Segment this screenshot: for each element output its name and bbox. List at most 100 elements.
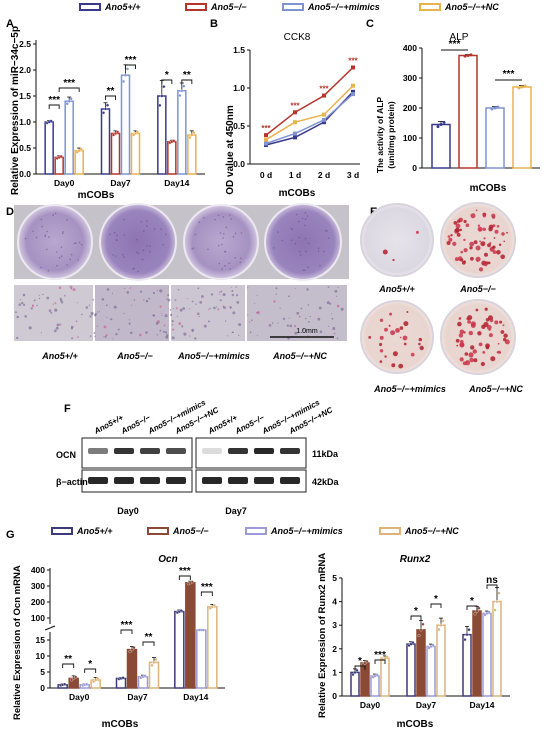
cell-speck [231,290,234,292]
series-line [265,85,354,141]
nodule [389,312,393,316]
cell-speck [223,306,226,309]
data-point [130,648,134,652]
nodule [399,326,404,330]
band-ocn-day0 [88,448,108,454]
cell-speck [128,319,131,321]
bar [130,132,141,175]
cell-speck [167,298,171,302]
nodule [496,225,500,228]
nodule [457,321,462,327]
well-speck [66,219,68,221]
cell-speck [294,331,298,335]
nodule [415,230,419,234]
cell-speck [191,300,194,303]
well-speck [223,233,225,235]
data-point [523,84,527,88]
data-point [121,676,125,680]
nodule [488,224,494,230]
cell-speck [92,298,95,301]
cell-speck [174,299,177,301]
data-point [463,54,467,58]
cell-speck [142,299,145,301]
well-speck [228,262,230,265]
data-point [179,609,183,613]
data-point [67,99,71,103]
bar [462,633,472,697]
well-speck [219,232,222,234]
nodule [483,237,486,240]
cell-speck [336,337,339,340]
d-label-nc: Ano5−/−+NC [272,351,327,361]
well-speck [221,268,223,270]
well-speck [142,249,145,251]
cell-speck [40,332,43,334]
sig-label: *** [121,620,133,631]
cell-speck [181,325,184,328]
cell-speck [42,293,44,296]
well-speck [136,238,138,241]
band-actin-day0 [88,477,108,484]
bar [120,74,131,175]
panel-a-ylabel: Relative Expression of miR−34c−5p [10,26,21,195]
nodule [418,337,422,342]
cell-speck [331,313,333,315]
well-speck [234,257,236,259]
nodule [452,241,457,246]
data-point [113,131,118,135]
well-speck [327,237,330,240]
series-point [322,93,326,98]
well-speck [123,218,125,221]
well-speck [298,236,301,239]
well-speck [225,226,228,229]
nodule [492,246,495,249]
cell-speck [166,298,168,300]
nodule [477,226,483,232]
data-point [123,73,128,77]
cell-speck [271,322,274,324]
cell-speck [75,320,78,323]
well-speck [109,233,111,235]
band-ocn-day0 [140,448,160,454]
sig-bracket [142,641,155,646]
nodule [475,245,481,251]
well-speck [40,266,42,269]
nodule [459,329,465,335]
sig-bracket [120,629,133,634]
well-speck [146,220,148,222]
well-speck [116,239,118,241]
sig-label: *** [374,650,386,661]
well-speck [62,232,64,234]
nodule [463,260,466,263]
well-speck [239,261,242,264]
cell-speck [183,332,187,336]
well-speck [229,214,231,216]
cell-speck [111,292,113,294]
nodule [384,355,387,358]
sig-label: ns [486,575,498,586]
cell-speck [307,304,310,306]
y-tick-label: 200 [31,597,45,607]
bar [482,612,492,697]
cell-speck [52,303,54,305]
cell-speck [105,304,108,307]
bar [350,671,360,697]
lane-label: Ano5−/− [119,413,152,436]
nodule [500,254,506,260]
data-point [355,668,359,672]
nodule [494,320,499,325]
cell-speck [159,289,163,293]
sig-label: *** [179,566,191,577]
cell-speck [77,336,79,338]
cell-speck [46,296,50,300]
panel-c-xlabel: mCOBs [470,183,507,194]
data-point [105,103,110,107]
well-speck [160,228,162,230]
nodule [456,344,459,347]
bar [406,643,416,697]
cell-speck [216,306,218,308]
legend-label: Ano5−/−+mimics [270,526,343,536]
nodule [459,342,465,348]
e-label-ko: Ano5−/− [459,284,496,294]
cell-speck [124,287,126,289]
